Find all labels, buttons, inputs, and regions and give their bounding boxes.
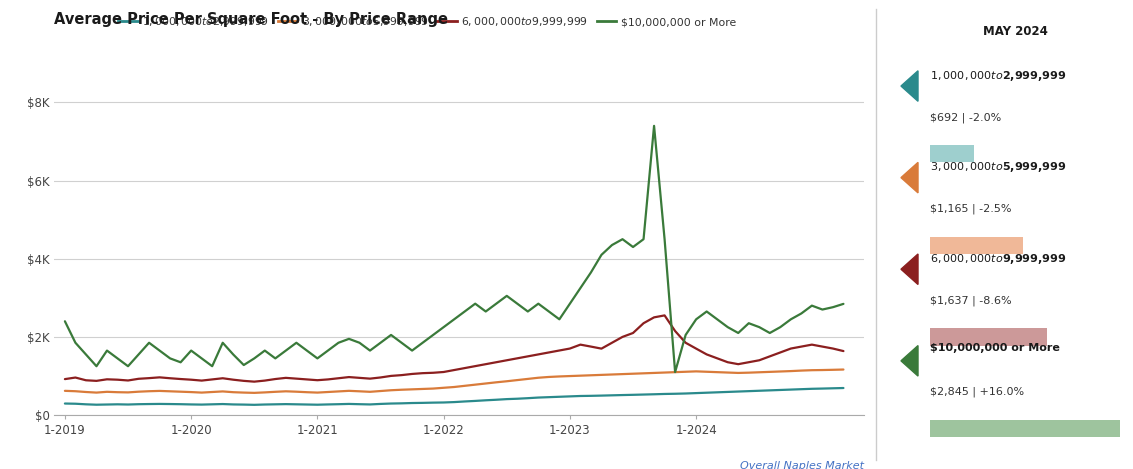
Polygon shape [901,254,918,285]
Text: $6,000,000 to $9,999,999: $6,000,000 to $9,999,999 [930,252,1066,266]
Bar [930,145,974,162]
Polygon shape [901,346,918,376]
Bar [930,328,1047,346]
Text: $3,000,000 to $5,999,999: $3,000,000 to $5,999,999 [930,160,1066,174]
Bar [930,236,1023,254]
Text: Overall Naples Market: Overall Naples Market [741,461,864,469]
Text: Average Price Per Square Foot - By Price Range: Average Price Per Square Foot - By Price… [54,12,449,27]
Text: $1,637 | -8.6%: $1,637 | -8.6% [930,295,1012,306]
Text: $10,000,000 or More: $10,000,000 or More [930,343,1060,353]
Polygon shape [901,71,918,101]
Text: $1,165 | -2.5%: $1,165 | -2.5% [930,204,1012,214]
Bar [930,420,1121,437]
Text: $692 | -2.0%: $692 | -2.0% [930,112,1002,123]
Text: MAY 2024: MAY 2024 [983,25,1048,38]
Text: $2,845 | +16.0%: $2,845 | +16.0% [930,387,1024,398]
Polygon shape [901,162,918,193]
Legend: $1,000,000 to $2,999,999, $3,000,000 to $5,999,999, $6,000,000 to $9,999,999, $1: $1,000,000 to $2,999,999, $3,000,000 to … [113,11,740,32]
Text: $1,000,000 to $2,999,999: $1,000,000 to $2,999,999 [930,68,1066,83]
